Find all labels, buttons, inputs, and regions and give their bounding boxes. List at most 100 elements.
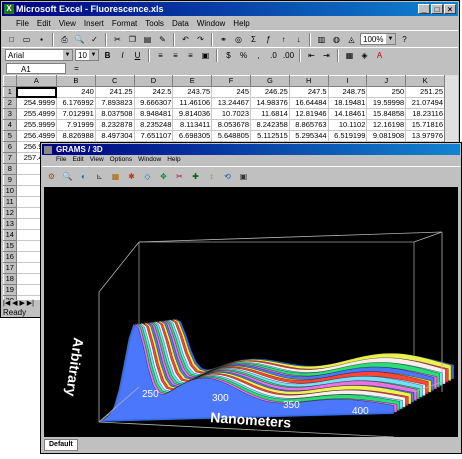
row-header[interactable]: 8 [3, 163, 17, 175]
cell[interactable]: 255.4999 [15, 108, 58, 120]
bold-icon[interactable]: B [104, 50, 111, 60]
maximize-button[interactable]: □ [431, 4, 443, 14]
grams-menu-help[interactable]: Help [167, 156, 181, 163]
hyperlink-icon[interactable]: ⚭ [220, 34, 227, 44]
cell[interactable]: 8.826988 [56, 130, 96, 142]
export-icon[interactable]: ▣ [239, 171, 248, 181]
increase-decimal-icon[interactable]: .0 [270, 50, 277, 60]
grams-menu-options[interactable]: Options [109, 156, 133, 163]
name-box[interactable]: A1 [6, 62, 66, 74]
row-header[interactable]: 6 [3, 141, 17, 153]
3d-plot-area[interactable]: Arbitrary [44, 187, 458, 437]
cell[interactable]: 250 [366, 86, 407, 98]
column-header[interactable]: C [94, 75, 135, 87]
help-icon[interactable]: ? [402, 34, 407, 44]
comma-style-icon[interactable]: , [257, 50, 260, 60]
cell[interactable]: 5.112515 [250, 130, 290, 142]
autosum-icon[interactable]: Σ [251, 34, 256, 44]
column-header[interactable]: I [327, 75, 368, 87]
row-header[interactable]: 19 [3, 284, 17, 296]
column-header[interactable]: E [172, 75, 213, 87]
font-name-select[interactable]: Arial ▼ [5, 49, 73, 61]
cell[interactable]: 5.295344 [288, 130, 329, 142]
menu-edit[interactable]: Edit [36, 19, 51, 28]
sheet-nav-arrows[interactable]: |◀ ◀ ▶ ▶| [3, 300, 35, 307]
cell[interactable]: 5.648805 [211, 130, 251, 142]
cell[interactable]: 10.7023 [211, 108, 251, 120]
cell[interactable]: 242.5 [133, 86, 174, 98]
cell[interactable]: 7.651107 [133, 130, 174, 142]
column-header[interactable]: F [211, 75, 251, 87]
rotate-icon[interactable]: ◇ [144, 171, 151, 181]
menu-window[interactable]: Window [196, 19, 226, 28]
menu-help[interactable]: Help [233, 19, 250, 28]
select-all-corner[interactable] [3, 75, 17, 87]
tab-default[interactable]: Default [44, 439, 78, 451]
decrease-decimal-icon[interactable]: .00 [282, 50, 295, 60]
row-header[interactable]: 14 [3, 229, 17, 241]
currency-icon[interactable]: $ [226, 50, 231, 60]
zoom-select[interactable]: 100% ▼ [360, 33, 396, 45]
menu-file[interactable]: File [16, 19, 29, 28]
row-header[interactable]: 18 [3, 273, 17, 285]
increase-indent-icon[interactable]: ⇥ [323, 50, 330, 60]
sort-descending-icon[interactable]: ↓ [296, 34, 301, 44]
close-button[interactable]: × [444, 4, 456, 14]
surface-icon[interactable]: ▦ [111, 171, 120, 181]
cell[interactable]: 15.71816 [405, 119, 445, 131]
cell[interactable]: 241.25 [94, 86, 135, 98]
row-header[interactable]: 15 [3, 240, 17, 252]
underline-icon[interactable]: U [134, 50, 141, 60]
cell[interactable]: 8.235248 [133, 119, 174, 131]
cell[interactable]: 8.242358 [250, 119, 290, 131]
column-header[interactable]: G [250, 75, 290, 87]
row-header[interactable]: 17 [3, 262, 17, 274]
spin-icon[interactable]: ⟲ [224, 171, 231, 181]
row-header[interactable]: 13 [3, 218, 17, 230]
menu-format[interactable]: Format [111, 19, 138, 28]
grams-menu-file[interactable]: File [56, 156, 67, 163]
save-icon[interactable]: ▪ [40, 34, 43, 44]
grams-menu-edit[interactable]: Edit [72, 156, 84, 163]
web-toolbar-icon[interactable]: ◎ [235, 34, 242, 44]
italic-icon[interactable]: I [121, 50, 124, 60]
copy-icon[interactable]: ❐ [128, 34, 137, 44]
grams-menu-view[interactable]: View [89, 156, 104, 163]
cell[interactable]: 8.865763 [288, 119, 329, 131]
align-center-icon[interactable]: ≡ [173, 50, 178, 60]
palette-icon[interactable]: ◐ [81, 171, 86, 181]
equals-icon[interactable]: = [74, 63, 79, 73]
menu-data[interactable]: Data [171, 19, 189, 28]
fill-color-icon[interactable]: ◈ [361, 50, 368, 60]
sort-ascending-icon[interactable]: ↑ [281, 34, 286, 44]
cell[interactable]: 9.081908 [366, 130, 407, 142]
zoom-icon[interactable]: 🔍 [62, 171, 73, 181]
cell[interactable]: 14.18461 [327, 108, 368, 120]
column-header[interactable]: D [133, 75, 174, 87]
cell[interactable]: 255.9999 [15, 119, 58, 131]
cell[interactable]: 9.666307 [133, 97, 174, 109]
format-painter-icon[interactable]: ✎ [159, 34, 166, 44]
cell[interactable]: 8.948481 [133, 108, 174, 120]
cell[interactable]: 18.19481 [327, 97, 368, 109]
paste-icon[interactable]: ▤ [143, 34, 152, 44]
cell[interactable]: 15.84858 [366, 108, 407, 120]
cell[interactable]: 246.25 [250, 86, 290, 98]
column-header[interactable]: B [56, 75, 96, 87]
cell[interactable]: 18.23116 [405, 108, 445, 120]
row-header[interactable]: 12 [3, 207, 17, 219]
cell[interactable]: 8.232878 [94, 119, 135, 131]
menu-view[interactable]: View [58, 19, 76, 28]
undo-icon[interactable]: ↶ [182, 34, 189, 44]
font-color-icon[interactable]: A [376, 50, 383, 60]
row-header[interactable]: 3 [3, 108, 17, 120]
cell[interactable]: 247.5 [288, 86, 329, 98]
cell[interactable]: 243.75 [172, 86, 213, 98]
axes-icon[interactable]: ⊾ [96, 171, 103, 181]
cell[interactable]: 19.59998 [366, 97, 407, 109]
cell[interactable]: 12.81946 [288, 108, 329, 120]
vertical-scale-icon[interactable]: ↕ [209, 171, 214, 181]
align-left-icon[interactable]: ≡ [158, 50, 163, 60]
cell[interactable]: 245 [211, 86, 251, 98]
column-header[interactable]: K [405, 75, 445, 87]
